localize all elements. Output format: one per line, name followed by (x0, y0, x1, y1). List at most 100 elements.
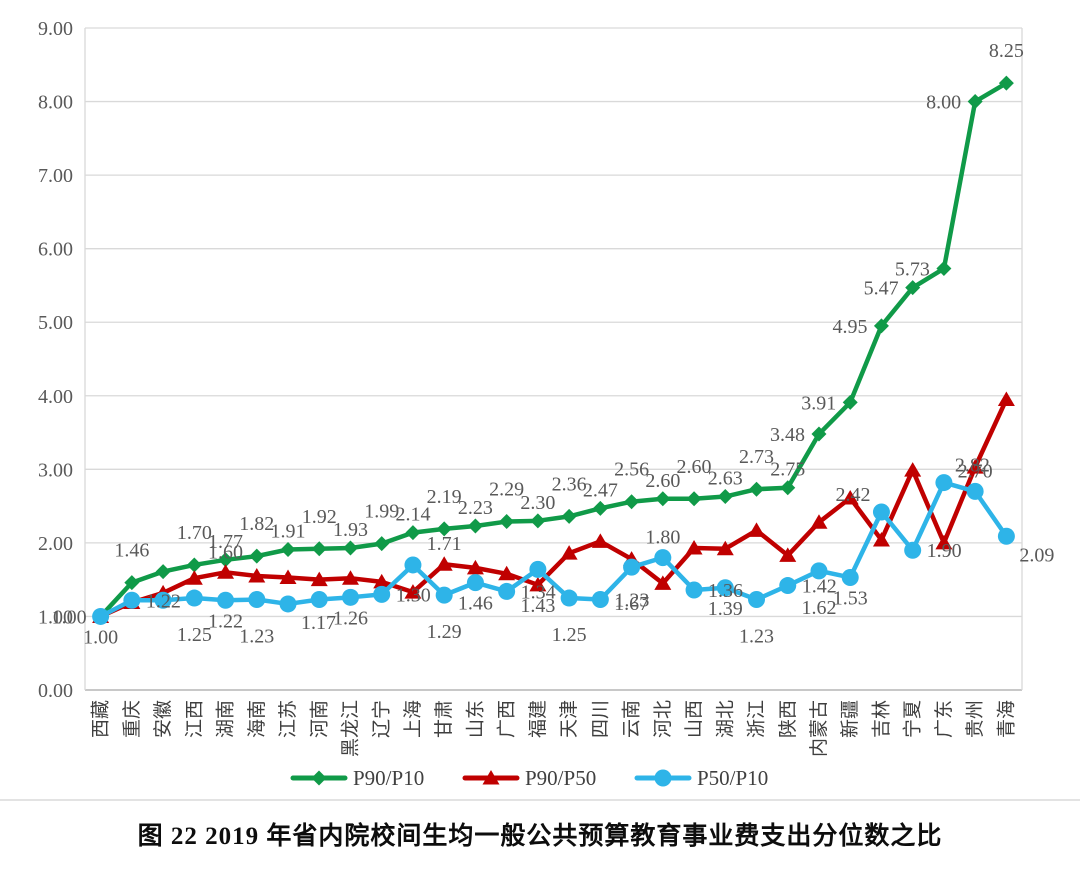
svg-text:黑龙江: 黑龙江 (339, 700, 361, 757)
svg-text:1.62: 1.62 (801, 597, 836, 619)
svg-text:2.19: 2.19 (427, 486, 462, 508)
svg-text:1.00: 1.00 (52, 606, 87, 628)
svg-text:2.73: 2.73 (739, 446, 774, 468)
svg-text:1.67: 1.67 (614, 593, 649, 615)
series-labels-P50-P10: 1.001.221.251.221.231.171.261.301.291.46… (83, 455, 1054, 649)
svg-text:1.70: 1.70 (177, 522, 212, 544)
svg-text:1.25: 1.25 (177, 624, 212, 646)
line-chart: 0.00 1.00 2.00 3.00 4.00 5.00 6.00 7.00 8.00 9.00… (38, 18, 1054, 790)
svg-text:1.91: 1.91 (271, 521, 306, 543)
legend-item-P90-P50: P90/P50 (462, 766, 596, 790)
svg-text:1.39: 1.39 (708, 598, 743, 620)
svg-text:1.17: 1.17 (301, 612, 336, 634)
svg-text:1.60: 1.60 (208, 541, 243, 563)
x-axis-labels: 西藏 重庆 安徽 江西 湖南 海南 江苏 河南 黑龙江 辽宁 上海 甘肃 山东 广西 福建 天津 四川 云南 河北山… (90, 700, 1018, 757)
svg-text:山东: 山东 (464, 700, 486, 738)
svg-text:3.91: 3.91 (801, 392, 836, 414)
series-P50-P10 (92, 474, 1015, 625)
svg-text:3.48: 3.48 (770, 424, 805, 446)
svg-text:1.77: 1.77 (208, 531, 243, 553)
svg-text:湖北: 湖北 (714, 700, 736, 738)
svg-text:1.29: 1.29 (427, 621, 462, 643)
svg-text:2.00: 2.00 (38, 533, 73, 555)
svg-text:7.00: 7.00 (38, 165, 73, 187)
svg-text:2.09: 2.09 (1019, 544, 1054, 566)
svg-text:2.47: 2.47 (583, 479, 618, 501)
svg-text:浙江: 浙江 (746, 700, 768, 738)
svg-text:2.42: 2.42 (835, 484, 870, 506)
svg-text:1.22: 1.22 (146, 590, 181, 612)
svg-text:甘肃: 甘肃 (433, 700, 455, 738)
svg-text:1.93: 1.93 (333, 519, 368, 541)
svg-text:8.00: 8.00 (38, 92, 73, 114)
svg-text:1.26: 1.26 (333, 607, 368, 629)
svg-text:江苏: 江苏 (277, 700, 299, 738)
gridlines (84, 27, 1023, 691)
y-axis-labels: 0.00 1.00 2.00 3.00 4.00 5.00 6.00 7.00 8.00 9.00 (38, 18, 73, 702)
svg-text:西藏: 西藏 (90, 700, 112, 738)
svg-text:1.99: 1.99 (364, 501, 399, 523)
svg-text:1.42: 1.42 (802, 576, 837, 598)
svg-text:贵州: 贵州 (964, 700, 986, 738)
svg-text:2.63: 2.63 (708, 468, 743, 490)
svg-text:广西: 广西 (496, 700, 518, 738)
svg-text:1.23: 1.23 (239, 626, 274, 648)
svg-text:5.47: 5.47 (864, 278, 899, 300)
svg-text:江西: 江西 (183, 700, 205, 738)
svg-text:海南: 海南 (246, 700, 268, 738)
svg-text:2.30: 2.30 (520, 492, 555, 514)
svg-text:湖南: 湖南 (215, 700, 237, 738)
figure-caption: 图 22 2019 年省内院校间生均一般公共预算教育事业费支出分位数之比 (137, 823, 943, 850)
svg-text:云南: 云南 (621, 700, 643, 738)
series-labels-P90-P10: 1.00 1.46 1.701.771.821.911.921.931.992.14… (52, 40, 1024, 628)
svg-text:山西: 山西 (683, 700, 705, 738)
svg-text:辽宁: 辽宁 (371, 700, 393, 738)
svg-text:6.00: 6.00 (38, 239, 73, 261)
svg-text:8.00: 8.00 (926, 92, 961, 114)
svg-text:1.90: 1.90 (927, 540, 962, 562)
svg-text:1.53: 1.53 (833, 587, 868, 609)
svg-text:新疆: 新疆 (839, 700, 861, 738)
svg-text:0.00: 0.00 (38, 680, 73, 702)
svg-text:5.00: 5.00 (38, 312, 73, 334)
svg-text:天津: 天津 (558, 700, 580, 738)
svg-text:2.60: 2.60 (677, 456, 712, 478)
svg-text:上海: 上海 (402, 700, 424, 738)
svg-text:8.25: 8.25 (989, 40, 1024, 62)
svg-text:P50/P10: P50/P10 (697, 766, 768, 790)
svg-text:吉林: 吉林 (870, 700, 892, 738)
svg-text:2.29: 2.29 (489, 479, 524, 501)
svg-text:P90/P10: P90/P10 (353, 766, 424, 790)
svg-text:1.36: 1.36 (708, 580, 743, 602)
chart-legend: P90/P10 P90/P50 P50/P10 (290, 766, 768, 790)
svg-text:5.73: 5.73 (895, 259, 930, 281)
svg-text:2.60: 2.60 (645, 470, 680, 492)
svg-text:安徽: 安徽 (152, 700, 174, 738)
svg-text:2.56: 2.56 (614, 459, 649, 481)
legend-item-P90-P10: P90/P10 (290, 766, 424, 790)
svg-text:内蒙古: 内蒙古 (808, 700, 830, 757)
svg-text:2.82: 2.82 (955, 455, 990, 477)
svg-text:1.46: 1.46 (114, 540, 149, 562)
series-P90-P10 (93, 75, 1014, 624)
svg-text:福建: 福建 (527, 700, 549, 738)
svg-text:青海: 青海 (995, 700, 1017, 738)
svg-text:广东: 广东 (933, 700, 955, 738)
svg-text:河南: 河南 (308, 700, 330, 738)
svg-text:9.00: 9.00 (38, 18, 73, 40)
svg-text:1.22: 1.22 (208, 610, 243, 632)
legend-item-P50-P10: P50/P10 (634, 766, 768, 790)
svg-text:4.95: 4.95 (832, 316, 867, 338)
svg-text:1.43: 1.43 (520, 595, 555, 617)
svg-text:1.71: 1.71 (427, 533, 462, 555)
svg-text:河北: 河北 (652, 700, 674, 738)
svg-text:1.00: 1.00 (83, 626, 118, 648)
svg-text:P90/P50: P90/P50 (525, 766, 596, 790)
svg-text:1.30: 1.30 (396, 584, 431, 606)
svg-text:陕西: 陕西 (777, 700, 799, 738)
series-labels-P90-P50: 1.60 1.71 1.43 (208, 533, 555, 617)
svg-text:1.80: 1.80 (645, 527, 680, 549)
svg-text:1.82: 1.82 (239, 513, 274, 535)
svg-text:2.70: 2.70 (958, 460, 993, 482)
svg-text:1.25: 1.25 (552, 624, 587, 646)
